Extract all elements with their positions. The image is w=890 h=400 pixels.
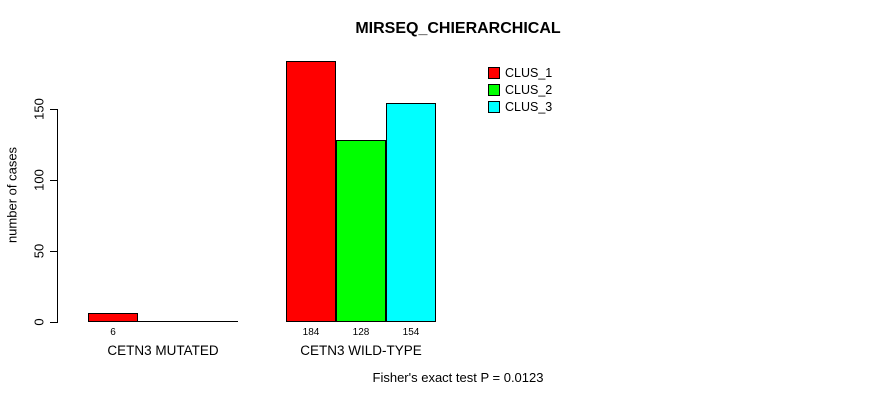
legend-label: CLUS_3 xyxy=(505,99,553,114)
bar-value-label: 184 xyxy=(302,327,320,338)
y-axis-tick-label: 150 xyxy=(31,98,47,120)
legend-label: CLUS_2 xyxy=(505,82,553,97)
group-baseline xyxy=(88,321,238,322)
annotation-fisher-test: Fisher's exact test P = 0.0123 xyxy=(372,370,544,385)
legend-item-clus_3: CLUS_3 xyxy=(488,98,552,115)
bar-value-label: 128 xyxy=(352,327,370,338)
legend-swatch-icon xyxy=(488,83,500,96)
y-axis-tick-label: 100 xyxy=(31,169,47,191)
y-axis-tick-label: 0 xyxy=(31,318,47,326)
legend-item-clus_2: CLUS_2 xyxy=(488,81,552,98)
legend-item-clus_1: CLUS_1 xyxy=(488,64,552,81)
y-axis-tick xyxy=(50,180,57,181)
chart-title: MIRSEQ_CHIERARCHICAL xyxy=(355,20,561,37)
bar-clus_2-2 xyxy=(336,140,386,322)
y-axis-line xyxy=(57,109,58,323)
bar-value-label: 154 xyxy=(402,327,420,338)
y-axis-tick-label: 50 xyxy=(31,243,47,259)
bar-clus_1-2 xyxy=(286,61,336,322)
y-axis-tick xyxy=(50,251,57,252)
legend-swatch-icon xyxy=(488,100,500,113)
y-axis-tick xyxy=(50,322,57,323)
bar-clus_1-1 xyxy=(88,313,138,322)
y-axis-tick xyxy=(50,109,57,110)
category-label: CETN3 MUTATED xyxy=(107,343,219,358)
legend-swatch-icon xyxy=(488,66,500,79)
bar-value-label: 6 xyxy=(110,327,116,338)
bar-clus_3-2 xyxy=(386,103,436,322)
legend-label: CLUS_1 xyxy=(505,65,553,80)
category-label: CETN3 WILD-TYPE xyxy=(300,343,422,358)
legend: CLUS_1 CLUS_2 CLUS_3 xyxy=(488,64,552,115)
